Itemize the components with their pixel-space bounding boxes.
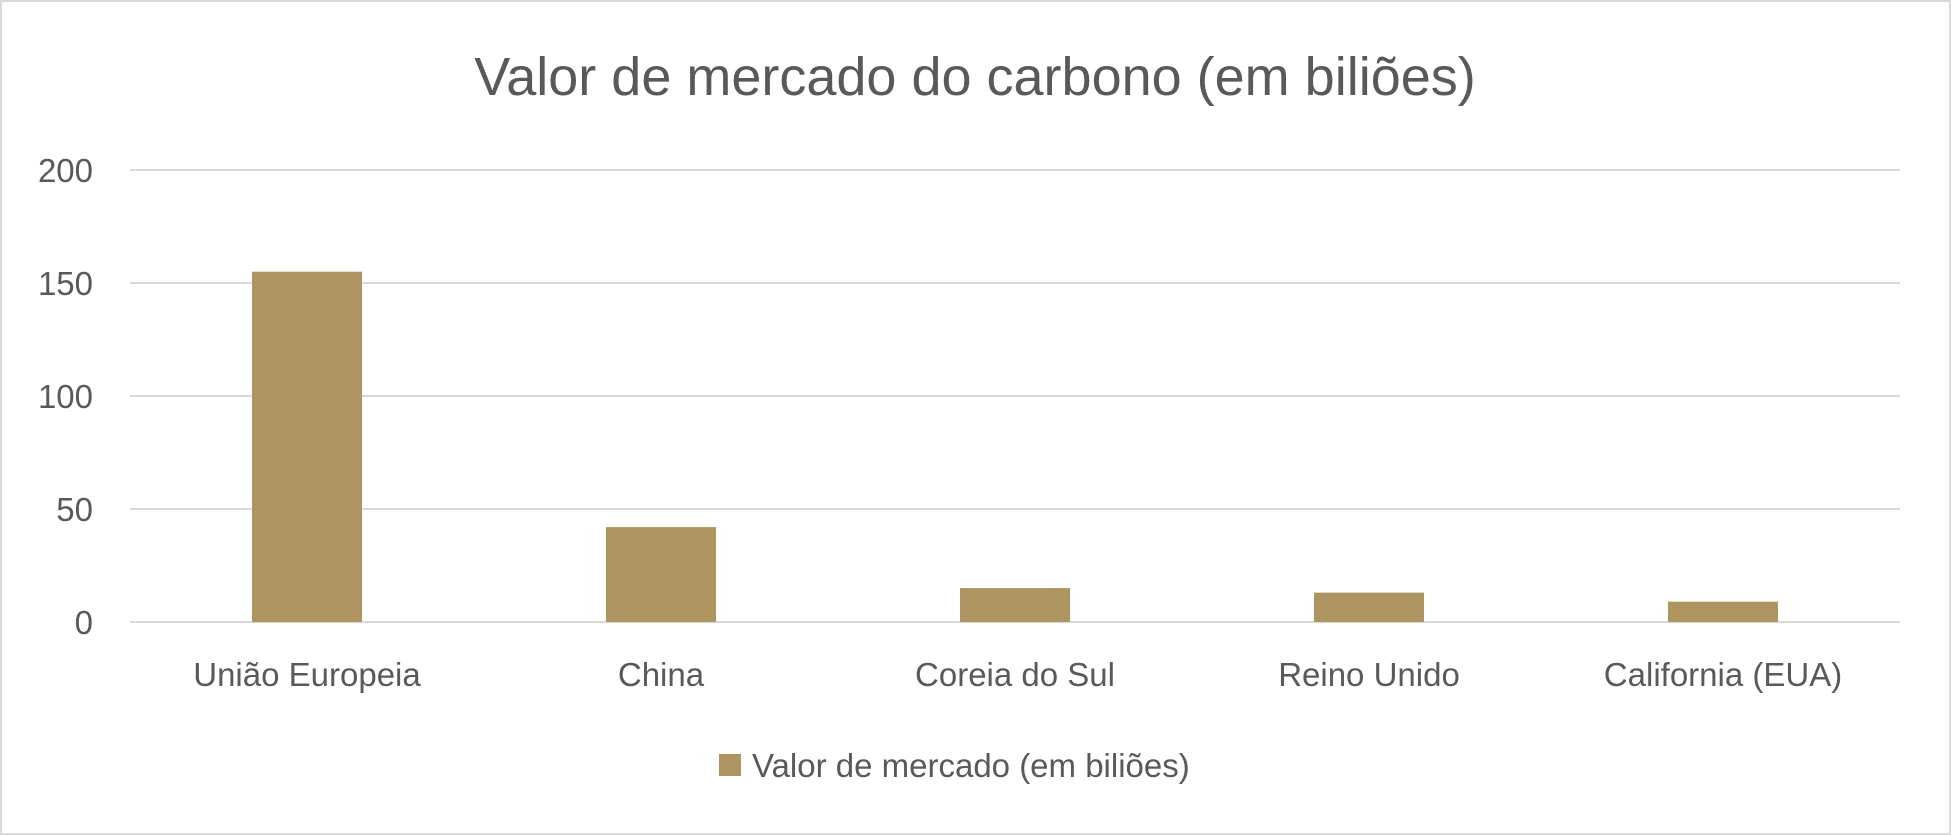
legend-label: Valor de mercado (em biliões) xyxy=(752,747,1190,784)
bars xyxy=(252,271,1778,622)
y-tick-label: 50 xyxy=(56,491,93,528)
y-tick-label: 0 xyxy=(75,604,93,641)
chart-title: Valor de mercado do carbono (em biliões) xyxy=(474,47,1476,107)
y-tick-label: 200 xyxy=(38,152,93,189)
x-category-label: União Europeia xyxy=(193,656,421,693)
gridlines xyxy=(130,169,1900,623)
bar-4 xyxy=(1668,601,1778,622)
x-category-label: Coreia do Sul xyxy=(915,656,1115,693)
y-axis-ticks: 0 50 100 150 200 xyxy=(38,152,93,641)
bar-2 xyxy=(960,588,1070,622)
y-tick-label: 150 xyxy=(38,265,93,302)
y-tick-label: 100 xyxy=(38,378,93,415)
x-category-label: California (EUA) xyxy=(1604,656,1842,693)
bar-1 xyxy=(606,527,716,622)
bar-0 xyxy=(252,271,362,622)
legend-swatch xyxy=(719,754,741,776)
x-category-label: Reino Unido xyxy=(1278,656,1460,693)
bar-3 xyxy=(1314,592,1424,622)
x-axis-labels: União Europeia China Coreia do Sul Reino Un… xyxy=(193,656,1842,693)
x-category-label: China xyxy=(618,656,705,693)
legend: Valor de mercado (em biliões) xyxy=(719,747,1190,784)
